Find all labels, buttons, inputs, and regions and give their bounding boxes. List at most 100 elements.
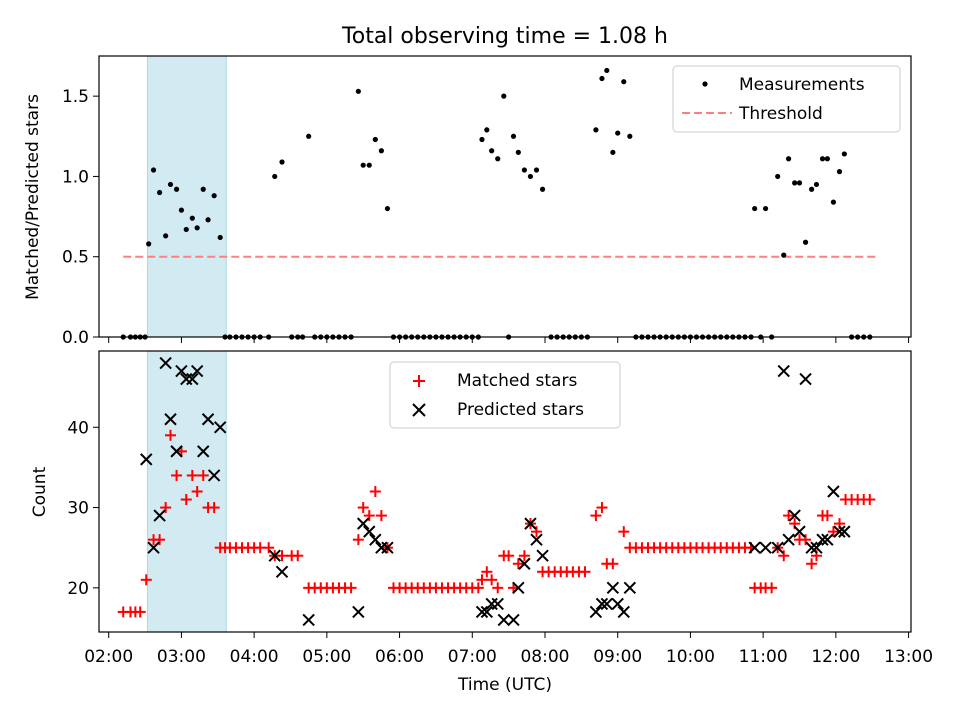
measurement-point	[501, 93, 507, 99]
predicted-star-point	[623, 581, 637, 595]
measurement-point	[510, 133, 517, 139]
legend-measurements-marker	[702, 81, 708, 87]
predicted-star-point	[524, 517, 537, 530]
measurement-point	[378, 148, 384, 154]
measurement-point	[539, 186, 546, 192]
matched-star-point	[369, 486, 381, 497]
measurement-point	[841, 151, 847, 157]
measurement-point	[167, 181, 174, 188]
predicted-star-point	[369, 533, 382, 546]
bottom-highlight-span	[146, 350, 227, 633]
measurement-point	[495, 156, 501, 162]
measurement-point	[762, 205, 769, 212]
matched-star-point	[171, 469, 183, 481]
predicted-star-point	[530, 533, 543, 546]
matched-star-point	[263, 542, 275, 554]
predicted-star-point	[190, 364, 204, 378]
top-legend: Measurements Threshold	[672, 65, 901, 133]
y-tick-label: 1.0	[62, 167, 89, 187]
measurement-point	[627, 133, 633, 139]
predicted-star-point	[518, 557, 531, 570]
top-legend-box	[672, 65, 901, 133]
matched-star-point	[821, 510, 833, 522]
predicted-star-point	[507, 613, 520, 627]
measurement-point	[200, 186, 206, 192]
measurement-point	[489, 148, 495, 154]
predicted-star-point	[147, 541, 160, 554]
x-tick-label: 03:00	[157, 647, 206, 667]
predicted-star-point	[536, 549, 549, 562]
matched-star-point	[806, 558, 818, 570]
measurement-point	[272, 173, 278, 180]
predicted-star-point	[810, 541, 823, 554]
measurement-point	[599, 75, 605, 82]
measurement-point	[604, 67, 610, 74]
y-tick-label: 20	[67, 579, 89, 599]
predicted-star-point	[381, 541, 394, 554]
matched-star-point	[766, 582, 778, 594]
predicted-star-point	[159, 356, 172, 370]
matched-stars-points	[117, 429, 876, 618]
predicted-star-point	[475, 605, 489, 619]
predicted-star-point	[197, 445, 210, 458]
x-axis-label: Time (UTC)	[457, 675, 552, 695]
measurement-point	[621, 79, 627, 85]
measurement-point	[355, 88, 361, 94]
predicted-star-point	[611, 597, 624, 611]
predicted-star-point	[833, 525, 846, 538]
matched-star-point	[607, 558, 619, 570]
matched-star-point	[531, 526, 543, 538]
measurement-point	[515, 149, 521, 155]
predicted-star-point	[497, 613, 510, 627]
matched-star-point	[134, 606, 146, 618]
bottom-y-axis-label: Count	[30, 466, 50, 517]
measurement-point	[809, 186, 815, 192]
predicted-star-point	[617, 605, 630, 619]
matched-star-point	[345, 582, 357, 594]
predicted-star-point	[480, 605, 494, 619]
measurement-point	[484, 127, 490, 133]
predicted-star-point	[606, 581, 620, 595]
measurement-point	[752, 205, 758, 212]
top-y-ticks: 0.0 0.5 1.0 1.5	[62, 87, 99, 348]
predicted-star-point	[140, 453, 153, 466]
predicted-star-point	[589, 605, 603, 619]
matched-star-point	[596, 502, 608, 514]
y-tick-label: 1.5	[62, 87, 89, 107]
measurement-point	[802, 239, 809, 245]
predicted-star-point	[302, 613, 315, 627]
predicted-star-point	[170, 445, 183, 458]
matched-star-point	[197, 469, 209, 481]
predicted-stars-points	[140, 356, 851, 627]
measurement-point	[178, 207, 185, 213]
matched-star-point	[357, 502, 369, 514]
measurement-point	[593, 127, 599, 133]
predicted-star-point	[512, 581, 525, 595]
predicted-star-point	[748, 541, 761, 554]
top-panel: 0.0 0.5 1.0 1.5 Matched/Predicted stars Mea…	[23, 55, 912, 348]
measurement-point	[217, 234, 223, 241]
measurement-point	[615, 130, 621, 136]
x-tick-label: 09:00	[593, 647, 642, 667]
predicted-star-point	[164, 413, 177, 426]
matched-star-point	[518, 550, 530, 562]
predicted-star-point	[201, 413, 215, 426]
matched-star-point	[590, 510, 602, 522]
x-tick-label: 11:00	[739, 647, 788, 667]
measurement-point	[830, 199, 837, 205]
measurement-point	[792, 180, 798, 186]
matched-star-point	[472, 582, 484, 594]
top-plot-frame	[98, 55, 912, 338]
measurement-point	[205, 217, 211, 223]
measurement-point	[163, 233, 169, 239]
matched-star-point	[292, 550, 304, 562]
predicted-star-point	[821, 533, 834, 546]
x-tick-label: 05:00	[302, 647, 351, 667]
matched-star-point	[800, 534, 812, 546]
y-tick-label: 0.0	[62, 328, 89, 348]
bottom-legend-box	[389, 361, 621, 429]
legend-predicted-marker	[412, 403, 426, 417]
measurement-point	[384, 205, 391, 212]
x-tick-label: 04:00	[230, 647, 279, 667]
